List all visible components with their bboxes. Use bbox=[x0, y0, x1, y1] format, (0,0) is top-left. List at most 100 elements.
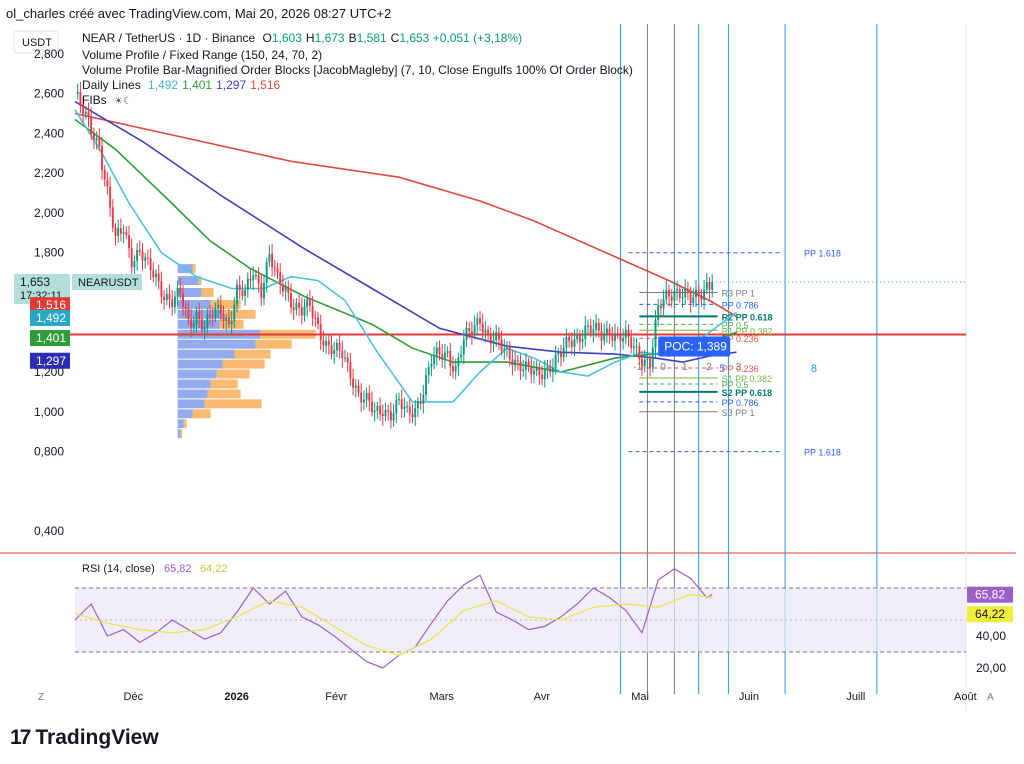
candle-body bbox=[308, 298, 311, 306]
candle-body bbox=[619, 333, 622, 342]
legend-symbol-row: NEAR / TetherUS · 1D · Binance O1,603 H1,… bbox=[82, 31, 522, 46]
ohlc-value-b: 1,581 bbox=[356, 31, 387, 45]
candle-body bbox=[271, 253, 274, 268]
candle-body bbox=[614, 333, 616, 341]
candle-body bbox=[338, 342, 341, 351]
candle-body bbox=[268, 253, 271, 262]
chart-canvas[interactable]: USDT2,8002,6002,4002,2002,0001,8001,6001… bbox=[0, 24, 1024, 712]
candle-body bbox=[203, 327, 206, 330]
candle-body bbox=[624, 329, 627, 339]
candle-body bbox=[341, 350, 344, 358]
tradingview-logo-text: TradingView bbox=[35, 726, 159, 749]
legend-indicator-1[interactable]: Volume Profile / Fixed Range (150, 24, 7… bbox=[82, 48, 323, 62]
candle-body bbox=[476, 318, 479, 325]
legend-fibs[interactable]: FIBs ☀☾ bbox=[82, 93, 132, 109]
daily-line-value-0: 1,492 bbox=[148, 78, 179, 92]
volume-profile-bar-up bbox=[177, 379, 211, 389]
candle-body bbox=[149, 258, 152, 271]
candle-body bbox=[287, 287, 290, 294]
candle-body bbox=[249, 278, 252, 281]
candle-body bbox=[236, 284, 238, 305]
settings-icon[interactable]: ☀☾ bbox=[114, 96, 132, 107]
legend-indicator-2[interactable]: Volume Profile Bar-Magnified Order Block… bbox=[82, 63, 633, 77]
candle-body bbox=[230, 321, 233, 325]
candle-body bbox=[246, 278, 249, 291]
candle-body bbox=[254, 275, 257, 277]
candle-body bbox=[670, 296, 673, 301]
candle-body bbox=[565, 336, 568, 348]
candle-body bbox=[117, 228, 120, 236]
candle-body bbox=[165, 293, 168, 300]
volume-profile-bar-down bbox=[192, 264, 196, 274]
candle-body bbox=[311, 305, 314, 318]
tradingview-logo-mark: 17 bbox=[10, 726, 31, 749]
legend-daily-lines[interactable]: Daily Lines 1,492 1,401 1,297 1,516 bbox=[82, 78, 280, 93]
candle-body bbox=[454, 366, 457, 372]
candle-body bbox=[538, 367, 541, 376]
candle-body bbox=[416, 401, 419, 409]
candle-body bbox=[200, 319, 203, 330]
fibs-label: FIBs bbox=[82, 93, 107, 107]
y-tick-label: 1,800 bbox=[34, 246, 64, 260]
fib-time-label: 5 bbox=[719, 363, 725, 375]
candle-body bbox=[597, 322, 600, 331]
candle-body bbox=[408, 406, 411, 414]
pivot-label: S3 PP 1 bbox=[722, 408, 755, 418]
currency-button[interactable] bbox=[13, 30, 59, 54]
candle-body bbox=[705, 281, 708, 290]
volume-profile-bar-up bbox=[177, 299, 211, 309]
candle-body bbox=[703, 289, 706, 300]
candle-body bbox=[141, 251, 144, 261]
price-tag-value: 1,653 bbox=[20, 275, 50, 289]
candle-body bbox=[373, 410, 376, 413]
candle-body bbox=[184, 306, 187, 310]
candle-body bbox=[500, 339, 503, 351]
candle-body bbox=[173, 296, 176, 308]
candle-body bbox=[79, 91, 82, 105]
candle-body bbox=[433, 355, 436, 365]
rsi-value-tag bbox=[967, 586, 1013, 603]
candle-body bbox=[281, 284, 284, 292]
volume-profile-bar-up bbox=[177, 399, 205, 409]
z-badge: Z bbox=[38, 692, 44, 703]
candle-body bbox=[403, 406, 406, 409]
candle-body bbox=[379, 405, 382, 415]
candle-body bbox=[219, 305, 222, 314]
candle-body bbox=[182, 293, 184, 307]
candle-body bbox=[317, 317, 319, 325]
pivot-label: PP 0.236 bbox=[722, 334, 759, 344]
candle-body bbox=[560, 352, 562, 358]
candle-body bbox=[533, 370, 535, 375]
y-tick-label: 0,800 bbox=[34, 445, 64, 459]
candle-body bbox=[263, 282, 265, 299]
candle-body bbox=[692, 297, 695, 304]
candle-body bbox=[641, 358, 643, 367]
x-tick-label: Mars bbox=[429, 691, 454, 703]
candle-body bbox=[419, 401, 422, 404]
ohlc-key-h: H bbox=[305, 31, 315, 45]
candle-body bbox=[570, 340, 573, 347]
candle-body bbox=[225, 317, 228, 321]
candle-body bbox=[371, 401, 373, 413]
candle-body bbox=[257, 275, 260, 284]
candle-body bbox=[179, 287, 182, 294]
x-tick-label: Août bbox=[954, 691, 977, 703]
pivot-label: S1 PP 0.382 bbox=[722, 374, 772, 384]
candle-body bbox=[157, 273, 160, 282]
candle-body bbox=[144, 257, 147, 261]
candle-body bbox=[176, 287, 179, 297]
candle-body bbox=[535, 367, 538, 371]
price-tag-value: 1,516 bbox=[36, 298, 66, 312]
symbol-tag-label: NEARUSDT bbox=[78, 277, 139, 289]
candle-body bbox=[470, 331, 473, 336]
candle-body bbox=[487, 329, 490, 336]
y-tick-label: 2,400 bbox=[34, 126, 64, 140]
candle-body bbox=[111, 207, 114, 228]
candle-body bbox=[273, 267, 276, 269]
candle-body bbox=[84, 111, 87, 115]
candle-body bbox=[422, 394, 425, 404]
candle-body bbox=[295, 302, 298, 310]
pivot-label: R3 PP 1 bbox=[722, 289, 755, 299]
candle-body bbox=[306, 298, 309, 307]
candle-body bbox=[595, 322, 598, 330]
